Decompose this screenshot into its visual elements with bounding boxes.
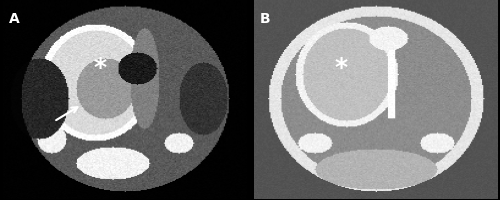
Text: A: A: [8, 12, 20, 26]
Text: B: B: [260, 12, 270, 26]
Text: *: *: [94, 56, 106, 80]
Text: *: *: [335, 56, 348, 80]
